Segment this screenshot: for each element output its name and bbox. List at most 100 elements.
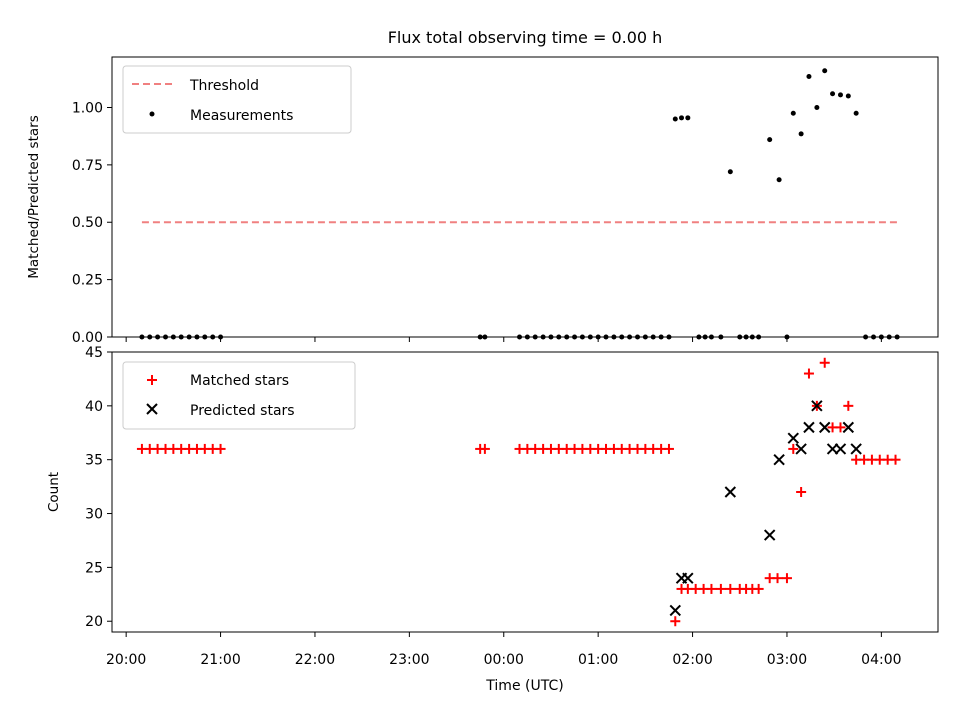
measurement-point (830, 91, 836, 97)
bottom-x-tick-label: 23:00 (389, 652, 429, 668)
predicted-star-point (850, 443, 862, 455)
measurement-point (767, 137, 773, 143)
matched-star-point (479, 443, 490, 454)
x-stroke-b (842, 421, 855, 434)
matched-star-point (725, 583, 736, 594)
matched-star-point (796, 487, 807, 497)
top-panel: 0.00 0.25 0.50 0.75 1.00 Matched/Predicted s… (26, 56, 939, 346)
measurement-point (806, 74, 812, 80)
top-y-axis-label: Matched/Predicted stars (26, 115, 42, 278)
legend-label-measurements: Measurements (190, 108, 293, 124)
bottom-axes-frame (111, 351, 939, 633)
matched-star-point (781, 573, 792, 584)
top-y-tick-label: 0.75 (72, 158, 103, 174)
bottom-x-tick-label: 02:00 (672, 652, 712, 668)
measurement-point (727, 169, 733, 175)
matched-star-point (788, 443, 799, 454)
top-y-tick-label: 1.00 (72, 100, 103, 116)
bottom-legend-box (122, 361, 356, 430)
bottom-panel: 20 25 30 35 40 45 20:00 21:00 22:00 23:00 00:00 01… (46, 345, 939, 694)
top-y-tick-label: 0.00 (72, 330, 103, 346)
measurement-point (672, 116, 678, 122)
measurement-point (814, 104, 820, 110)
predicted-legend-icon (146, 403, 158, 415)
bottom-y-tick-label: 40 (85, 399, 103, 415)
matched-star-point (772, 573, 783, 584)
bottom-x-tick-label: 03:00 (767, 652, 807, 668)
bottom-x-tick-label: 20:00 (106, 652, 146, 668)
top-y-ticks: 0.00 0.25 0.50 0.75 1.00 (72, 100, 112, 346)
predicted-stars-series (669, 400, 862, 617)
measurement-point (776, 177, 782, 183)
bottom-x-tick-label: 21:00 (200, 652, 240, 668)
predicted-star-point (834, 443, 847, 455)
bottom-x-tick-label: 01:00 (578, 652, 618, 668)
matched-star-point (803, 368, 814, 379)
top-legend: Threshold Measurements (122, 65, 352, 134)
predicted-star-point (811, 400, 823, 412)
measurement-point (790, 110, 796, 116)
top-legend-box (122, 65, 352, 134)
top-axes-frame (111, 56, 939, 338)
matched-star-point (890, 454, 901, 465)
bottom-legend: Matched stars Predicted stars (122, 361, 356, 430)
legend-label-predicted: Predicted stars (190, 403, 295, 419)
predicted-star-point (803, 421, 815, 434)
matched-stars-series (136, 357, 901, 627)
measurement-point (679, 115, 685, 121)
measurements-legend-icon (149, 111, 155, 117)
matched-star-point (706, 583, 717, 594)
matched-legend-icon (147, 375, 157, 385)
matched-star-point (215, 443, 226, 454)
bottom-y-axis-label: Count (46, 472, 62, 512)
top-y-tick-label: 0.25 (72, 273, 103, 289)
x-stroke-b (819, 421, 831, 434)
x-stroke-b (803, 421, 815, 434)
bottom-x-tick-label: 22:00 (295, 652, 335, 668)
x-stroke-b (724, 486, 737, 498)
matched-star-point (819, 357, 830, 368)
x-stroke-b (850, 443, 862, 455)
top-x-ticks (125, 337, 882, 342)
bottom-x-tick-label: 00:00 (484, 652, 524, 668)
x-axis-label: Time (UTC) (485, 678, 563, 694)
predicted-star-point (682, 572, 694, 584)
x-stroke-b (787, 432, 799, 444)
measurement-point (837, 92, 843, 98)
measurement-point (822, 68, 828, 74)
predicted-star-point (787, 432, 799, 444)
legend-label-matched: Matched stars (190, 373, 289, 389)
matched-star-point (843, 400, 854, 411)
matched-star-point (663, 443, 674, 454)
bottom-y-tick-label: 45 (85, 345, 103, 361)
predicted-star-point (795, 443, 807, 455)
matched-star-point (753, 583, 764, 594)
measurement-point (853, 110, 859, 116)
x-stroke-b (763, 529, 776, 541)
predicted-star-point (819, 421, 831, 434)
matched-star-point (835, 422, 846, 433)
bottom-y-ticks: 20 25 30 35 40 45 (85, 345, 112, 630)
x-stroke-b (834, 443, 847, 455)
predicted-star-point (842, 421, 855, 434)
chart-title: Flux total observing time = 0.00 h (388, 28, 663, 47)
matched-star-point (715, 583, 726, 594)
matched-star-point (670, 616, 681, 627)
x-stroke-b (669, 604, 681, 617)
predicted-star-point (773, 453, 785, 466)
measurement-point (685, 115, 691, 121)
bottom-y-tick-label: 25 (85, 560, 103, 576)
predicted-star-point (763, 529, 776, 541)
legend-label-threshold: Threshold (189, 78, 259, 94)
x-stroke-b (795, 443, 807, 455)
x-stroke-b (773, 453, 785, 466)
bottom-x-tick-label: 04:00 (861, 652, 901, 668)
bottom-y-tick-label: 35 (85, 453, 103, 469)
measurement-point (845, 93, 851, 99)
predicted-star-point (669, 604, 681, 617)
x-stroke-b (811, 400, 823, 412)
top-y-tick-label: 0.50 (72, 215, 103, 231)
bottom-y-tick-label: 20 (85, 614, 103, 630)
predicted-star-point (724, 486, 737, 498)
